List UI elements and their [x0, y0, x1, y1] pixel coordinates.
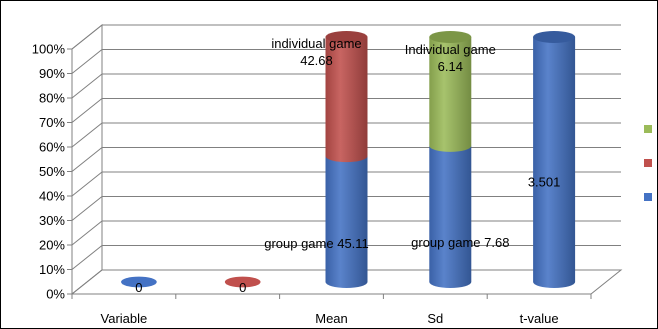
y-tick-label: 20%	[39, 238, 65, 253]
bar-segment	[326, 156, 368, 288]
x-tick-label: Sd	[427, 311, 443, 326]
y-tick-label: 10%	[39, 262, 65, 277]
data-label-line: 0	[239, 280, 246, 295]
y-tick-label: 40%	[39, 189, 65, 204]
x-axis-tick-labels: Variable Mean Sd t-value	[72, 294, 591, 326]
x-tick-label: t-value	[520, 311, 559, 326]
bar-segment	[533, 37, 575, 288]
y-tick-label: 80%	[39, 91, 65, 106]
legend-swatch	[644, 125, 652, 133]
data-label-line: individual game	[271, 36, 361, 51]
data-label: 0	[135, 280, 142, 295]
bar-top-cap	[533, 31, 575, 43]
y-tick-label: 90%	[39, 66, 65, 81]
data-label-line: 0	[135, 280, 142, 295]
data-label-line: Individual game	[405, 42, 496, 57]
y-tick-label: 60%	[39, 140, 65, 155]
bar-segment	[429, 146, 471, 288]
data-label: 3.501	[528, 175, 561, 190]
data-label-line: 3.501	[528, 175, 561, 190]
y-tick-label: 100%	[32, 42, 66, 57]
y-tick-label: 50%	[39, 164, 65, 179]
y-tick-label: 30%	[39, 213, 65, 228]
x-tick-label: Variable	[101, 311, 148, 326]
y-tick-label: 70%	[39, 115, 65, 130]
data-label-line: group game 7.68	[411, 235, 509, 250]
legend-swatch	[644, 159, 652, 167]
x-tick-label: Mean	[315, 311, 348, 326]
data-label-line: 42.68	[300, 53, 333, 68]
y-tick-label: 0%	[46, 287, 65, 302]
data-label: group game 45.11	[264, 236, 369, 251]
data-label: group game 7.68	[411, 235, 509, 250]
data-label: 0	[239, 280, 246, 295]
data-label-line: 6.14	[438, 59, 463, 74]
y-axis-tick-labels: 0% 10% 20% 30% 40% 50% 60% 70% 80% 90% 100%	[32, 42, 66, 302]
legend	[644, 125, 652, 201]
data-label-line: group game 45.11	[264, 236, 369, 251]
legend-swatch	[644, 193, 652, 201]
